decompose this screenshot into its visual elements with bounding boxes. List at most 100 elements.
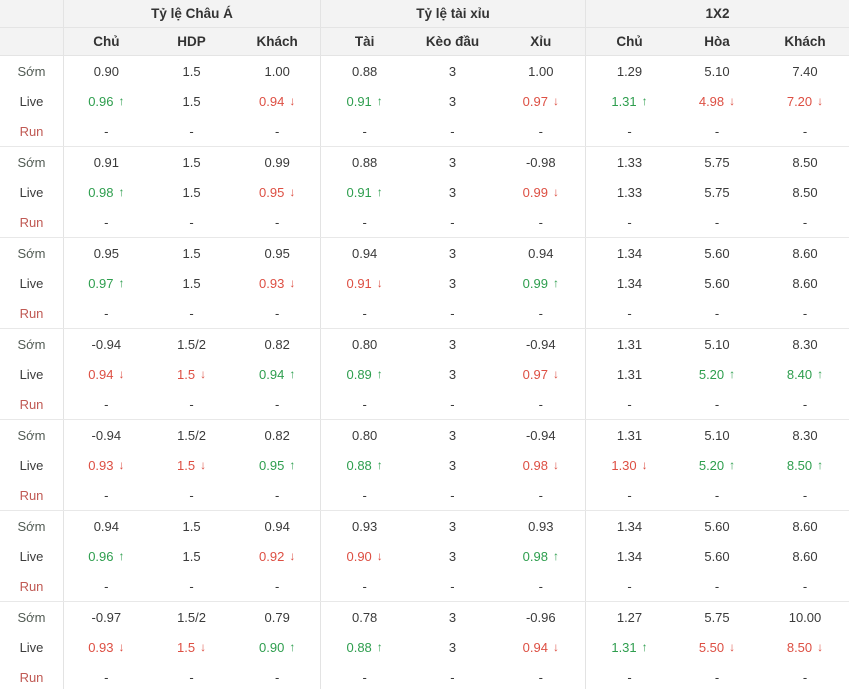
odds-cell: 0.94 bbox=[234, 511, 320, 541]
odds-cell: 0.96 ↑ bbox=[63, 541, 149, 571]
odds-row-live: Live 0.98 ↑ 1.5 0.95 ↓ 0.91 ↑ 3 0.99 ↓ 1.33 5.75 8.50 bbox=[0, 177, 849, 207]
odds-value: 0.94 bbox=[351, 245, 378, 261]
row-label-run: Run bbox=[0, 571, 63, 601]
trend-up-icon: ↑ bbox=[729, 458, 736, 472]
odds-cell: 0.93 ↓ bbox=[63, 450, 149, 480]
odds-value: 3 bbox=[448, 518, 457, 534]
odds-cell: - bbox=[63, 207, 149, 237]
odds-cell: 5.10 bbox=[673, 329, 761, 359]
odds-value: 1.5 bbox=[177, 457, 196, 473]
odds-value: 0.78 bbox=[351, 609, 378, 625]
odds-value: 0.91 bbox=[346, 275, 372, 291]
odds-value: - bbox=[362, 396, 367, 412]
row-label-live: Live bbox=[0, 177, 63, 207]
row-label-text: Sớm bbox=[17, 154, 46, 170]
odds-cell: 5.20 ↑ bbox=[673, 450, 761, 480]
odds-cell: 8.30 bbox=[761, 329, 849, 359]
odds-value: 1.27 bbox=[616, 609, 643, 625]
trend-down-icon: ↓ bbox=[200, 640, 207, 654]
odds-value: 1.00 bbox=[264, 63, 290, 79]
odds-cell: - bbox=[234, 571, 320, 601]
odds-cell: - bbox=[585, 298, 673, 328]
odds-value: 0.99 bbox=[522, 184, 548, 200]
odds-value: 0.93 bbox=[259, 275, 285, 291]
odds-cell: -0.94 bbox=[497, 420, 585, 450]
odds-value: - bbox=[362, 305, 367, 321]
odds-cell: 7.40 bbox=[761, 56, 849, 86]
trend-up-icon: ↑ bbox=[552, 276, 559, 290]
trend-up-icon: ↑ bbox=[289, 458, 296, 472]
header-corner bbox=[0, 0, 63, 27]
odds-cell: - bbox=[408, 298, 496, 328]
odds-value: 1.34 bbox=[616, 518, 643, 534]
row-label-som: Sớm bbox=[0, 56, 63, 86]
trend-up-icon: ↑ bbox=[118, 276, 125, 290]
odds-cell: 5.75 bbox=[673, 177, 761, 207]
odds-value: 0.98 bbox=[522, 548, 548, 564]
odds-cell: - bbox=[63, 389, 149, 419]
odds-cell: 1.27 bbox=[585, 602, 673, 632]
row-label-live: Live bbox=[0, 268, 63, 298]
odds-cell: - bbox=[497, 116, 585, 146]
odds-cell: - bbox=[673, 298, 761, 328]
odds-cell: 0.88 ↑ bbox=[319, 450, 408, 480]
odds-value: - bbox=[189, 305, 194, 321]
trend-down-icon: ↓ bbox=[641, 458, 648, 472]
odds-cell: 1.5/2 bbox=[149, 329, 235, 359]
odds-value: - bbox=[450, 487, 455, 503]
odds-cell: 0.95 ↓ bbox=[234, 177, 320, 207]
odds-cell: - bbox=[497, 207, 585, 237]
trend-down-icon: ↓ bbox=[200, 458, 207, 472]
odds-cell: - bbox=[234, 116, 320, 146]
trend-up-icon: ↑ bbox=[289, 367, 296, 381]
odds-value: -0.96 bbox=[525, 609, 556, 625]
odds-value: 0.94 bbox=[88, 366, 114, 382]
odds-value: 3 bbox=[448, 609, 457, 625]
odds-cell: 0.94 bbox=[497, 238, 585, 268]
odds-value: 8.50 bbox=[786, 639, 813, 655]
odds-value: 8.60 bbox=[792, 275, 818, 291]
odds-cell: 7.20 ↓ bbox=[761, 86, 849, 116]
odds-value: 0.97 bbox=[522, 93, 548, 109]
odds-cell: 8.50 ↓ bbox=[761, 632, 849, 662]
odds-cell: 0.94 bbox=[63, 511, 149, 541]
odds-value: 1.5 bbox=[182, 275, 201, 291]
odds-value: - bbox=[275, 305, 280, 321]
odds-cell: 0.98 ↑ bbox=[497, 541, 585, 571]
odds-cell: 1.31 ↑ bbox=[585, 86, 673, 116]
odds-value: 0.94 bbox=[528, 245, 554, 261]
odds-cell: - bbox=[673, 389, 761, 419]
column-header-under: Xỉu bbox=[530, 34, 552, 49]
odds-cell: 0.95 bbox=[234, 238, 320, 268]
row-label-run: Run bbox=[0, 389, 63, 419]
column-header-1x2-home: Chủ bbox=[585, 28, 673, 55]
trend-up-icon: ↑ bbox=[641, 640, 648, 654]
odds-cell: - bbox=[149, 480, 235, 510]
odds-cell: 1.5 ↓ bbox=[149, 359, 235, 389]
trend-up-icon: ↑ bbox=[376, 94, 383, 108]
odds-value: 0.96 bbox=[88, 548, 114, 564]
odds-cell: 0.90 ↑ bbox=[234, 632, 320, 662]
odds-cell: 0.97 ↓ bbox=[497, 359, 585, 389]
column-header-asian-hdp: HDP bbox=[177, 34, 206, 49]
odds-value: 0.88 bbox=[346, 457, 372, 473]
odds-cell: - bbox=[761, 480, 849, 510]
trend-down-icon: ↓ bbox=[817, 94, 824, 108]
odds-value: - bbox=[627, 214, 632, 230]
trend-up-icon: ↑ bbox=[289, 640, 296, 654]
odds-cell: 0.99 bbox=[234, 147, 320, 177]
odds-cell: 5.50 ↓ bbox=[673, 632, 761, 662]
odds-value: - bbox=[450, 578, 455, 594]
odds-group: Sớm -0.94 1.5/2 0.82 0.80 3 -0.94 1.31 5.10 8.30 L… bbox=[0, 420, 849, 511]
odds-value: 0.91 bbox=[346, 93, 372, 109]
odds-cell: - bbox=[408, 662, 496, 689]
odds-cell: - bbox=[673, 480, 761, 510]
odds-cell: -0.94 bbox=[497, 329, 585, 359]
odds-value: -0.94 bbox=[91, 336, 122, 352]
odds-cell: 8.40 ↑ bbox=[761, 359, 849, 389]
odds-value: 1.31 bbox=[616, 336, 643, 352]
table-header-groups: Tỷ lệ Châu Á Tỷ lệ tài xỉu 1X2 bbox=[0, 0, 849, 28]
odds-value: 1.5 bbox=[177, 366, 196, 382]
odds-value: - bbox=[538, 214, 543, 230]
odds-value: - bbox=[802, 578, 808, 594]
